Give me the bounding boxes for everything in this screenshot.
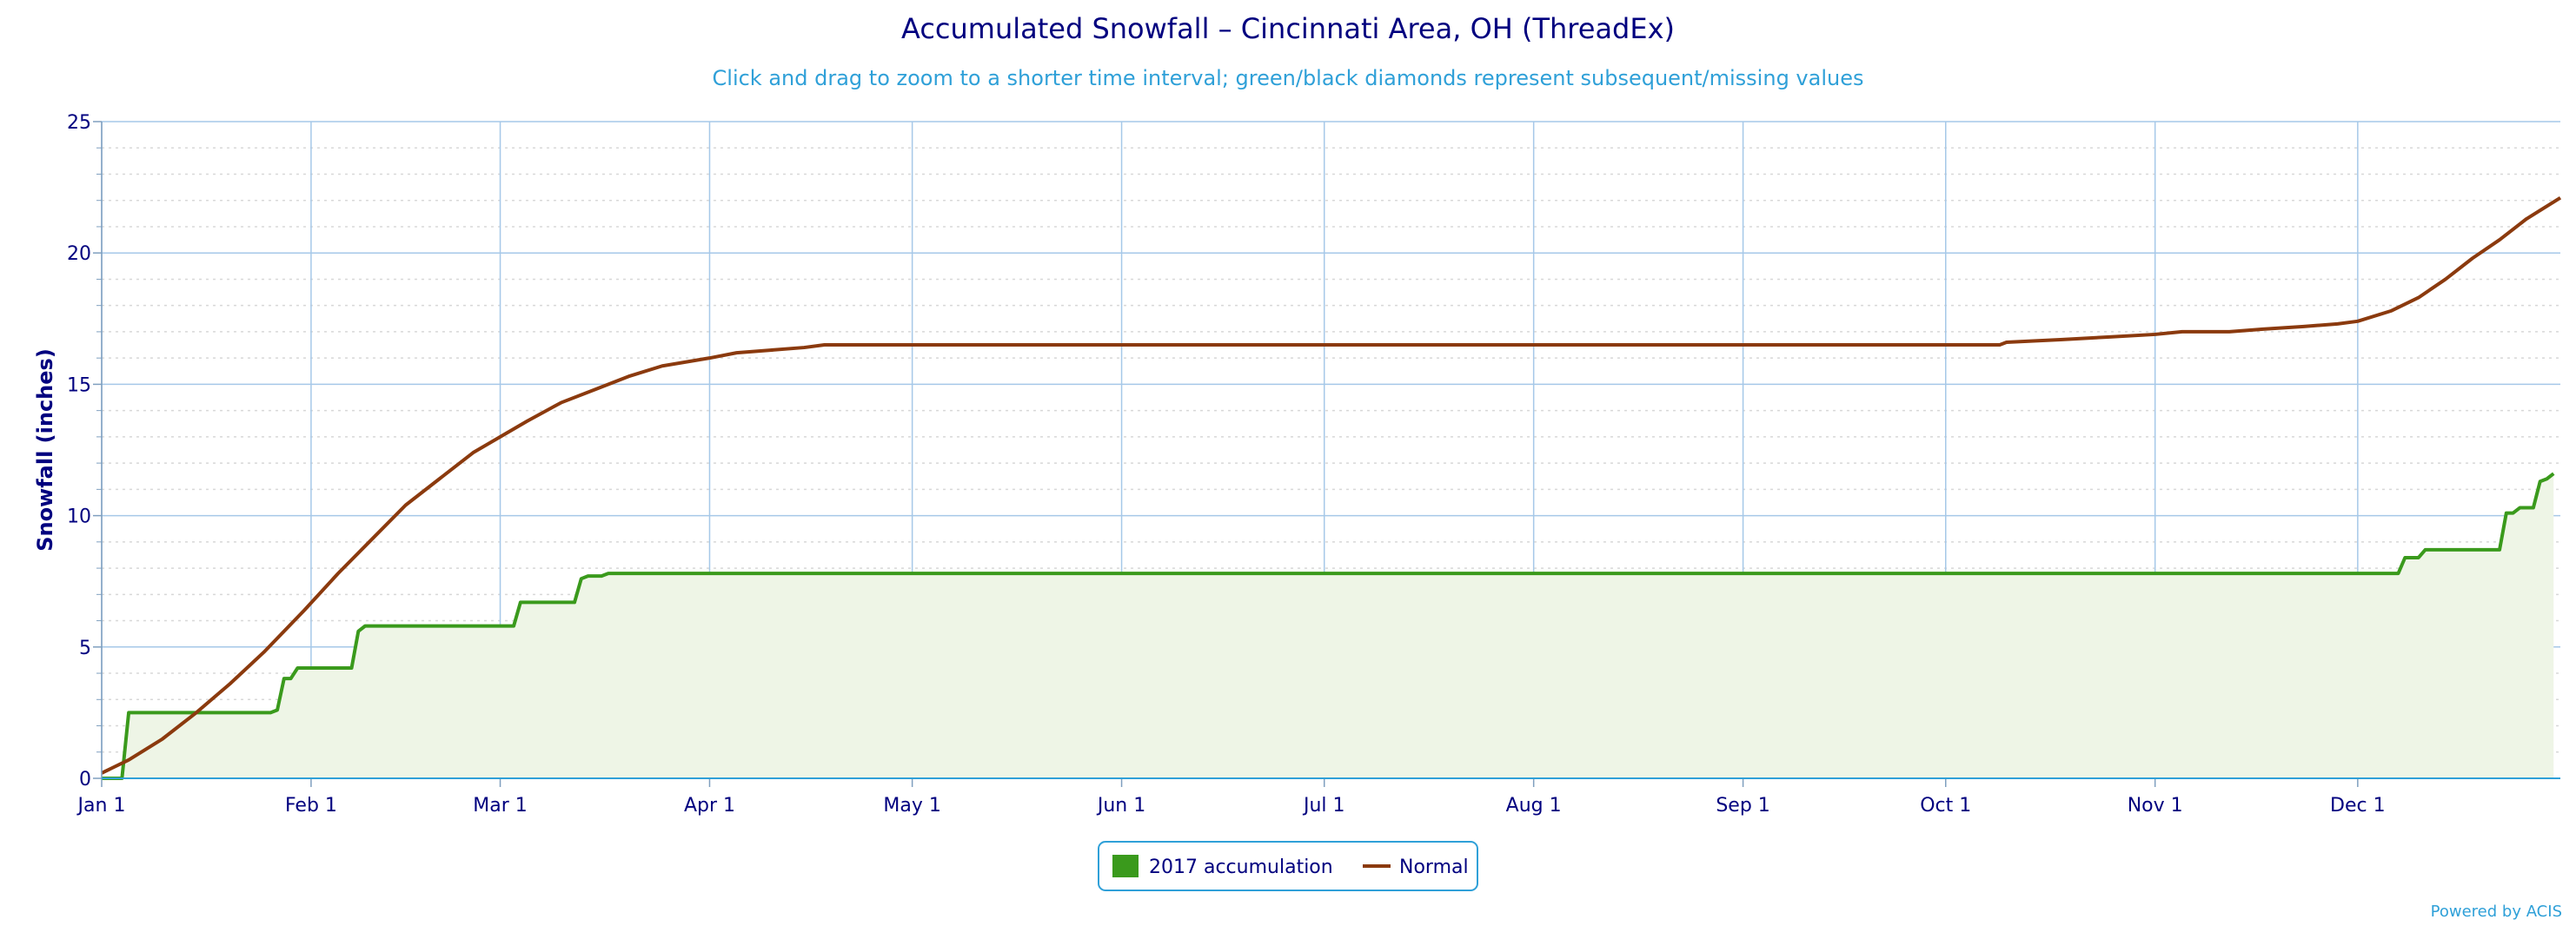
legend-swatch-2017 — [1112, 855, 1139, 877]
chart-subtitle: Click and drag to zoom to a shorter time… — [713, 66, 1864, 90]
legend-label-normal: Normal — [1399, 857, 1469, 878]
y-tick-label: 0 — [79, 769, 91, 790]
plot-area[interactable] — [102, 473, 2554, 778]
legend-item-2017-accumulation[interactable]: 2017 accumulation — [1112, 855, 1333, 878]
x-tick-label: Oct 1 — [1920, 795, 1971, 817]
x-tick-label: May 1 — [883, 795, 940, 817]
credit-link[interactable]: Powered by ACIS — [2431, 903, 2562, 921]
legend: 2017 accumulation Normal — [1098, 841, 1478, 891]
y-tick-label: 15 — [67, 374, 91, 396]
legend-box — [1098, 841, 1478, 891]
x-tick-label: Apr 1 — [684, 795, 735, 817]
legend-item-normal[interactable]: Normal — [1363, 857, 1469, 878]
series-line-2017-accumulation — [102, 472, 2555, 780]
y-tick-label: 10 — [67, 506, 91, 528]
chart-title: Accumulated Snowfall – Cincinnati Area, … — [901, 12, 1675, 45]
x-tick-label: Nov 1 — [2128, 795, 2183, 817]
x-tick-label: Dec 1 — [2330, 795, 2386, 817]
series-area-2017 — [102, 473, 2554, 778]
series-lines — [101, 196, 2562, 780]
x-tick-label: Mar 1 — [473, 795, 528, 817]
x-tick-label: Jul 1 — [1302, 795, 1345, 817]
y-tick-label: 5 — [79, 638, 91, 659]
y-axis: 0 5 10 15 20 25 — [67, 112, 103, 790]
x-tick-label: Sep 1 — [1716, 795, 1769, 817]
y-axis-label: Snowfall (inches) — [33, 348, 57, 552]
x-tick-label: Aug 1 — [1506, 795, 1562, 817]
x-tick-label: Feb 1 — [285, 795, 337, 817]
x-axis: Jan 1 Feb 1 Mar 1 Apr 1 May 1 Jun 1 Jul 1 Aug 1… — [76, 777, 2560, 817]
series-line-normal — [101, 196, 2562, 775]
y-tick-label: 25 — [67, 112, 91, 134]
x-tick-label: Jun 1 — [1096, 795, 1145, 817]
y-tick-label: 20 — [67, 243, 91, 265]
x-tick-label: Jan 1 — [76, 795, 126, 817]
legend-label-2017: 2017 accumulation — [1149, 857, 1333, 878]
